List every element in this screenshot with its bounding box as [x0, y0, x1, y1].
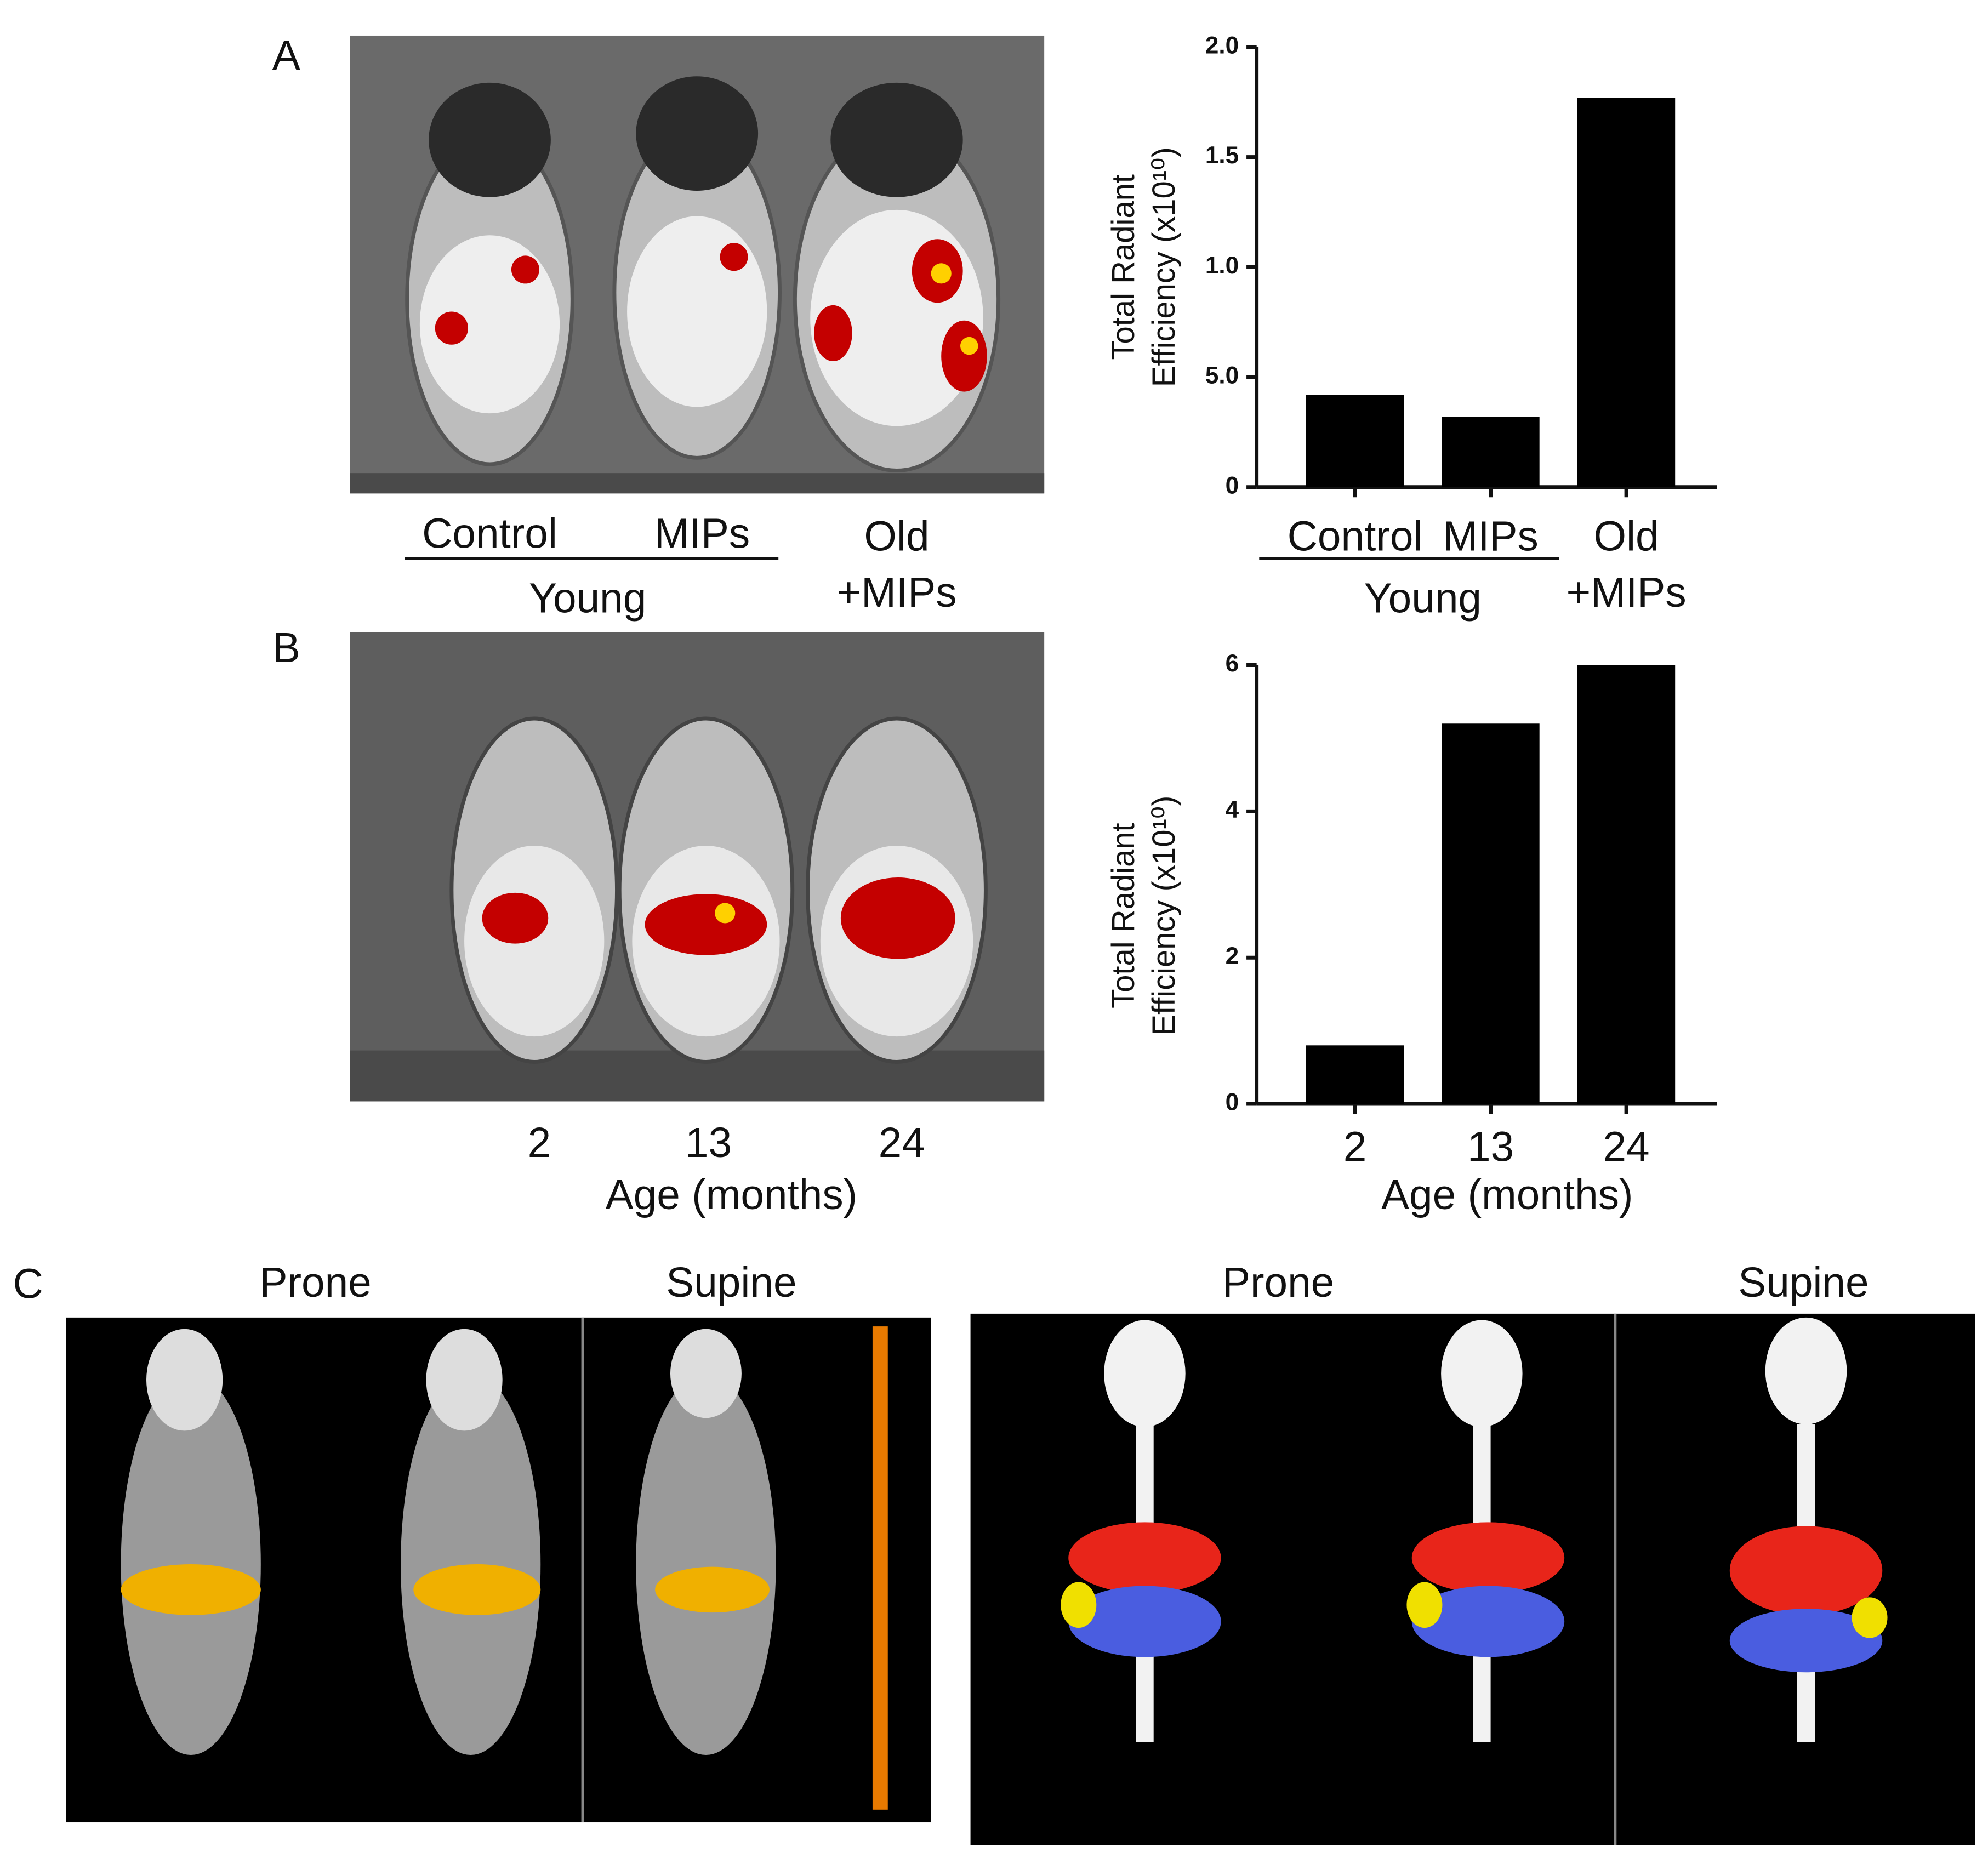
- axis-title: Age (months): [606, 1172, 858, 1218]
- image-label: Old +MIPs: [836, 512, 957, 616]
- y-tick-label: 6: [1226, 650, 1239, 677]
- y-tick-label: 2.0: [1205, 32, 1239, 59]
- y-tick-label: 4: [1226, 796, 1239, 823]
- y-tick-label: 0: [1226, 472, 1239, 499]
- x-tick-label: Old +MIPs: [1566, 512, 1687, 616]
- x-tick-label-text: MIPs: [1443, 512, 1539, 560]
- bar: [1577, 98, 1676, 487]
- image-c-right: [970, 1313, 1975, 1845]
- y-tick-label: 1.5: [1205, 142, 1239, 169]
- image-label: MIPs: [654, 510, 750, 557]
- view-label: Prone: [1222, 1259, 1334, 1306]
- x-tick-label-text: 2: [1343, 1122, 1367, 1170]
- image-a: [350, 35, 1045, 494]
- x-tick-label: MIPs: [1443, 512, 1539, 560]
- bar: [1577, 665, 1676, 1104]
- panel-label: A: [272, 32, 300, 79]
- group-label: Young: [1364, 575, 1482, 622]
- y-axis-title: Efficiency (x10¹⁰): [1146, 147, 1182, 387]
- x-tick-label: Control: [1287, 512, 1423, 560]
- bar: [1306, 395, 1404, 487]
- image-label: 13: [685, 1120, 732, 1166]
- group-label: Young: [529, 575, 646, 622]
- image-label-text: Old +MIPs: [836, 512, 957, 616]
- bar: [1442, 723, 1540, 1104]
- y-tick-label: 5.0: [1205, 362, 1239, 389]
- image-label: 2: [528, 1120, 551, 1166]
- x-tick-label: 2: [1343, 1122, 1367, 1170]
- image-b: [350, 632, 1045, 1102]
- y-axis-title: Efficiency (x10¹⁰): [1146, 796, 1182, 1036]
- image-label: Control: [422, 510, 557, 557]
- x-tick-label-text: 24: [1603, 1122, 1650, 1170]
- image-label: 24: [879, 1120, 925, 1166]
- bar: [1442, 417, 1540, 487]
- y-tick-label: 2: [1226, 943, 1239, 970]
- x-tick-label-text: Control: [1287, 512, 1423, 560]
- y-tick-label: 0: [1226, 1089, 1239, 1116]
- x-tick-label-text: 13: [1467, 1122, 1514, 1170]
- y-axis-title: Total Radiant: [1106, 174, 1141, 360]
- panel-label: B: [272, 625, 300, 671]
- x-tick-label: 24: [1603, 1122, 1650, 1170]
- y-axis-title: Total Radiant: [1106, 823, 1141, 1008]
- view-label: Prone: [259, 1259, 371, 1306]
- x-axis-title: Age (months): [1381, 1172, 1633, 1218]
- panel-label: C: [13, 1261, 43, 1307]
- bar: [1306, 1045, 1404, 1104]
- view-label: Supine: [666, 1259, 796, 1306]
- x-tick-label: 13: [1467, 1122, 1514, 1170]
- image-c-left: [66, 1317, 931, 1823]
- x-tick-label-text: Old +MIPs: [1566, 512, 1687, 616]
- view-label: Supine: [1738, 1259, 1869, 1306]
- y-tick-label: 1.0: [1205, 252, 1239, 279]
